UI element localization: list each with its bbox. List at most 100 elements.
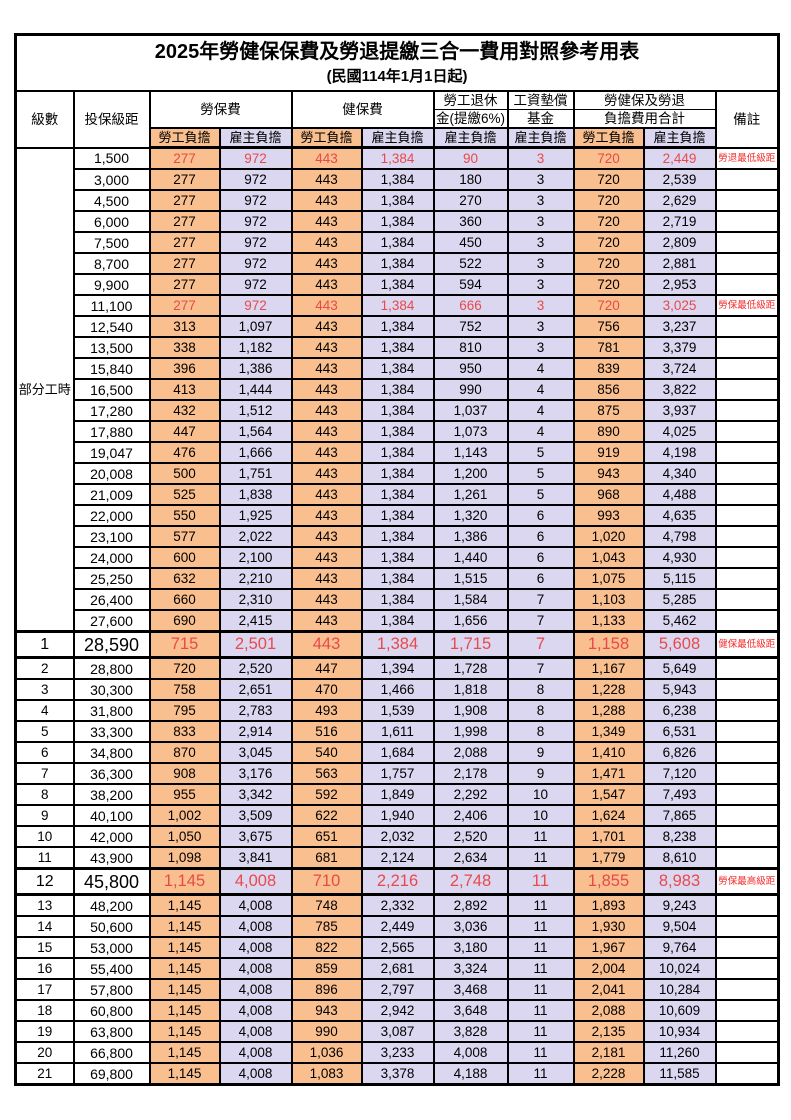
wage-fund-employer-cell: 11 <box>506 978 575 1001</box>
pension-employer-cell: 752 <box>432 315 509 338</box>
bracket-cell: 38,200 <box>72 783 151 806</box>
bracket-cell: 21,009 <box>72 483 151 506</box>
labor-employee-cell: 432 <box>148 399 221 422</box>
wage-fund-employer-cell: 5 <box>506 462 575 485</box>
health-employer-cell: 2,797 <box>360 978 435 1001</box>
col-header-pension-line1: 勞工退休 <box>432 90 509 110</box>
level-cell: 15 <box>14 936 75 959</box>
health-employer-cell: 3,233 <box>360 1041 435 1064</box>
bracket-cell: 42,000 <box>72 825 151 848</box>
title-cell: 2025年勞健保保費及勞退提繳三合一費用對照參考用表 (民國114年1月1日起) <box>14 33 780 92</box>
wage-fund-employer-cell: 3 <box>506 252 575 275</box>
total-employee-cell: 2,181 <box>572 1041 645 1064</box>
total-employee-cell: 839 <box>572 357 645 380</box>
table-row: 17,280 432 1,512 443 1,384 1,037 4 875 3,937 <box>16 399 780 422</box>
bracket-cell: 11,100 <box>72 294 151 317</box>
health-employee-cell: 443 <box>290 315 363 338</box>
health-employee-cell: 443 <box>290 294 363 317</box>
wage-fund-employer-cell: 11 <box>506 825 575 848</box>
remark-cell <box>714 893 780 917</box>
labor-employer-cell: 3,176 <box>218 762 293 785</box>
part-time-group-label: 部分工時 <box>14 146 75 633</box>
col-header-remark: 備註 <box>714 90 780 149</box>
health-employee-cell: 990 <box>290 1020 363 1043</box>
table-row: 23,100 577 2,022 443 1,384 1,386 6 1,020 4,798 <box>16 525 780 548</box>
total-employee-cell: 720 <box>572 189 645 212</box>
total-employer-cell: 4,488 <box>642 483 717 506</box>
health-employee-cell: 443 <box>290 567 363 590</box>
table-row: 1 28,590 715 2,501 443 1,384 1,715 7 1,158 5,608 健… <box>14 630 780 659</box>
table-row: 15 53,000 1,145 4,008 822 2,565 3,180 11 1,967 9,… <box>14 936 780 959</box>
remark-cell <box>714 783 780 806</box>
pension-employer-cell: 594 <box>432 273 509 296</box>
total-employer-cell: 2,953 <box>642 273 717 296</box>
wage-fund-employer-cell: 11 <box>506 999 575 1022</box>
total-employee-cell: 1,349 <box>572 720 645 743</box>
bracket-cell: 63,800 <box>72 1020 151 1043</box>
table-body: 部分工時 1,500 277 972 443 1,384 90 3 720 2,449 勞退最低級距… <box>14 146 780 1086</box>
pension-employer-cell: 3,468 <box>432 978 509 1001</box>
bracket-cell: 7,500 <box>72 231 151 254</box>
bracket-cell: 43,900 <box>72 846 151 870</box>
health-employer-cell: 1,384 <box>360 336 435 359</box>
bracket-cell: 4,500 <box>72 189 151 212</box>
pension-employer-cell: 2,292 <box>432 783 509 806</box>
wage-fund-employer-cell: 10 <box>506 804 575 827</box>
total-employee-cell: 1,624 <box>572 804 645 827</box>
wage-fund-employer-cell: 11 <box>506 936 575 959</box>
col-header-health-insurance: 健保費 <box>290 90 435 129</box>
subheader-labor-employee: 勞工負擔 <box>148 127 221 149</box>
header-row-3: 勞工負擔 雇主負擔 勞工負擔 雇主負擔 雇主負擔 雇主負擔 勞工負擔 雇主負擔 <box>16 127 779 149</box>
health-employee-cell: 943 <box>290 999 363 1022</box>
labor-employer-cell: 4,008 <box>218 893 293 917</box>
health-employee-cell: 1,083 <box>290 1062 363 1086</box>
pension-employer-cell: 1,440 <box>432 546 509 569</box>
labor-employee-cell: 1,145 <box>148 936 221 959</box>
bracket-cell: 17,880 <box>72 420 151 443</box>
health-employer-cell: 1,849 <box>360 783 435 806</box>
total-employee-cell: 1,020 <box>572 525 645 548</box>
bracket-cell: 69,800 <box>72 1062 151 1086</box>
labor-employer-cell: 2,783 <box>218 699 293 722</box>
labor-employer-cell: 972 <box>218 168 293 191</box>
health-employer-cell: 2,942 <box>360 999 435 1022</box>
wage-fund-employer-cell: 3 <box>506 146 575 170</box>
level-cell: 21 <box>14 1062 75 1086</box>
table-row: 13 48,200 1,145 4,008 748 2,332 2,892 11 1,893 9,… <box>14 893 780 917</box>
table-row: 19 63,800 1,145 4,008 990 3,087 3,828 11 2,135 10… <box>14 1020 780 1043</box>
table-row: 3 30,300 758 2,651 470 1,466 1,818 8 1,228 5,943 <box>14 678 780 701</box>
total-employer-cell: 3,724 <box>642 357 717 380</box>
page-subtitle: (民國114年1月1日起) <box>326 68 468 85</box>
pension-employer-cell: 950 <box>432 357 509 380</box>
total-employer-cell: 9,243 <box>642 893 717 917</box>
total-employer-cell: 3,822 <box>642 378 717 401</box>
labor-employer-cell: 2,310 <box>218 588 293 611</box>
health-employee-cell: 710 <box>290 867 363 896</box>
pension-employer-cell: 1,728 <box>432 656 509 680</box>
health-employee-cell: 447 <box>290 656 363 680</box>
bracket-cell: 3,000 <box>72 168 151 191</box>
pension-employer-cell: 666 <box>432 294 509 317</box>
pension-employer-cell: 2,892 <box>432 893 509 917</box>
remark-cell <box>714 1041 780 1064</box>
health-employer-cell: 1,384 <box>360 483 435 506</box>
wage-fund-employer-cell: 3 <box>506 189 575 212</box>
level-cell: 18 <box>14 999 75 1022</box>
total-employer-cell: 4,198 <box>642 441 717 464</box>
table-row: 20 66,800 1,145 4,008 1,036 3,233 4,008 11 2,181… <box>14 1041 780 1064</box>
table-row: 11,100 277 972 443 1,384 666 3 720 3,025 勞保最低級距 <box>16 294 780 317</box>
subheader-total-employee: 勞工負擔 <box>572 127 645 149</box>
health-employer-cell: 1,384 <box>360 273 435 296</box>
health-employer-cell: 1,384 <box>360 441 435 464</box>
health-employer-cell: 2,032 <box>360 825 435 848</box>
remark-cell <box>714 357 780 380</box>
health-employee-cell: 443 <box>290 441 363 464</box>
total-employer-cell: 2,449 <box>642 146 717 170</box>
total-employer-cell: 7,865 <box>642 804 717 827</box>
labor-employer-cell: 3,045 <box>218 741 293 764</box>
level-cell: 11 <box>14 846 75 870</box>
remark-cell <box>714 699 780 722</box>
wage-fund-employer-cell: 3 <box>506 315 575 338</box>
labor-employer-cell: 2,415 <box>218 609 293 633</box>
pension-employer-cell: 270 <box>432 189 509 212</box>
